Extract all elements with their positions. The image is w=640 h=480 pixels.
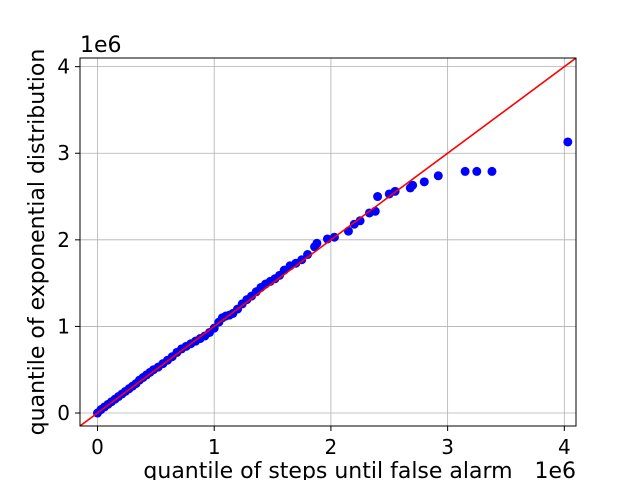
x-offset-label: 1e6 (534, 459, 576, 480)
y-tick-label: 4 (57, 55, 70, 79)
scatter-point (343, 226, 353, 236)
x-tick-label: 4 (558, 435, 571, 459)
y-tick-label: 0 (57, 401, 70, 425)
y-tick-label: 1 (57, 314, 70, 338)
axis-ticks: 0 1 2 3 4 0 1 2 3 4 (57, 55, 570, 459)
y-tick-label: 2 (57, 228, 70, 252)
scatter-point (487, 166, 497, 176)
x-tick-label: 0 (91, 435, 104, 459)
scatter-point (472, 166, 482, 176)
scatter-point (209, 323, 219, 333)
x-axis-label: quantile of steps until false alarm (143, 459, 512, 480)
scatter-point (373, 192, 383, 202)
scatter-point (460, 166, 470, 176)
scatter-point (563, 137, 573, 147)
reference-line (80, 58, 576, 426)
scatter-point (355, 216, 365, 226)
x-tick-label: 3 (441, 435, 454, 459)
x-tick-label: 2 (325, 435, 338, 459)
scatter-point (419, 177, 429, 187)
scatter-point (370, 206, 380, 216)
scatter-point (303, 250, 313, 260)
scatter-point (297, 255, 307, 265)
grid-lines (80, 58, 576, 426)
data-layer (80, 58, 576, 426)
y-axis-label: quantile of exponential distribution (25, 49, 50, 436)
plot-frame (79, 57, 577, 427)
y-tick-label: 3 (57, 141, 70, 165)
scatter-point (312, 238, 322, 248)
y-offset-label: 1e6 (80, 33, 122, 58)
scatter-point (408, 180, 418, 190)
scatter-point (433, 171, 443, 181)
x-tick-label: 1 (208, 435, 221, 459)
